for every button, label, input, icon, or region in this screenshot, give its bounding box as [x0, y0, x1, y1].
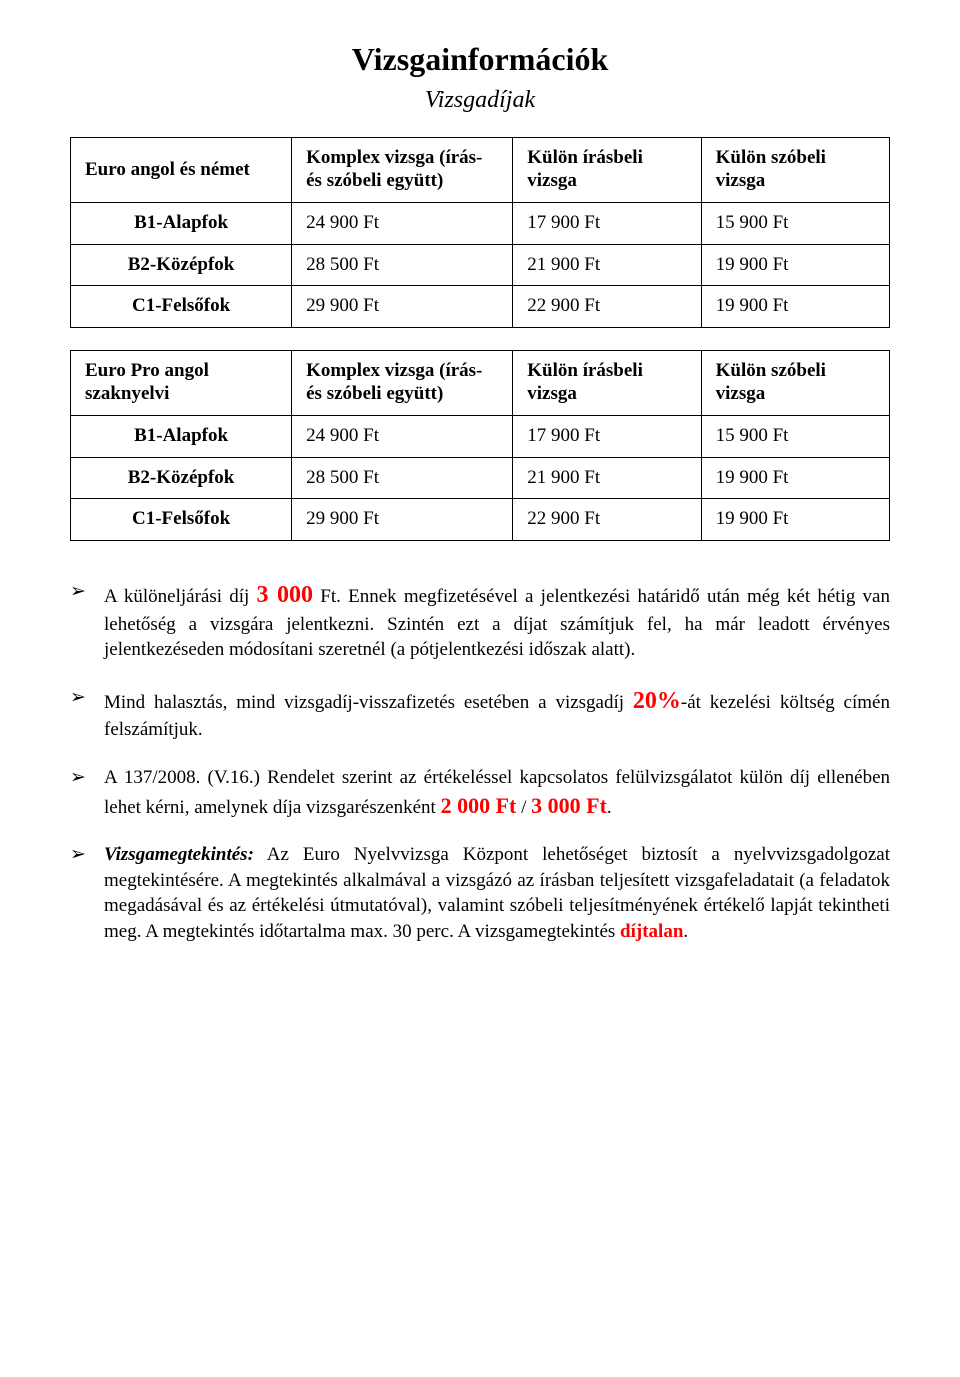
cell: 19 900 Ft: [701, 457, 889, 499]
cell: 24 900 Ft: [292, 415, 513, 457]
row-label: C1-Felsőfok: [71, 499, 292, 541]
free-label: díjtalan: [620, 921, 683, 942]
header-cell: Külön szóbeli vizsga: [701, 138, 889, 203]
fee-amount: 3 000: [257, 582, 313, 608]
bullet-lead: Vizsgamegtekintés:: [104, 844, 254, 865]
cell: 24 900 Ft: [292, 202, 513, 244]
table-row: B2-Középfok 28 500 Ft 21 900 Ft 19 900 F…: [71, 457, 890, 499]
cell: 19 900 Ft: [701, 499, 889, 541]
text-span: /: [516, 797, 531, 818]
cell: 21 900 Ft: [513, 244, 701, 286]
header-cell: Külön írásbeli vizsga: [513, 351, 701, 416]
bullet-item: ➢ A 137/2008. (V.16.) Rendelet szerint a…: [70, 765, 890, 820]
fee-amount: 3 000 Ft: [531, 793, 607, 818]
table-header-row: Euro Pro angol szaknyelvi Komplex vizsga…: [71, 351, 890, 416]
cell: 22 900 Ft: [513, 286, 701, 328]
row-label: B2-Középfok: [71, 457, 292, 499]
bullet-item: ➢ Mind halasztás, mind vizsgadíj-visszaf…: [70, 685, 890, 743]
table-row: B1-Alapfok 24 900 Ft 17 900 Ft 15 900 Ft: [71, 202, 890, 244]
bullet-list: ➢ A különeljárási díj 3 000 Ft. Ennek me…: [70, 579, 890, 945]
chevron-right-icon: ➢: [70, 685, 104, 743]
fee-amount: 2 000 Ft: [441, 793, 517, 818]
cell: 15 900 Ft: [701, 415, 889, 457]
row-label: B1-Alapfok: [71, 415, 292, 457]
header-cell: Külön szóbeli vizsga: [701, 351, 889, 416]
page-subtitle: Vizsgadíjak: [70, 86, 890, 115]
cell: 29 900 Ft: [292, 499, 513, 541]
chevron-right-icon: ➢: [70, 579, 104, 663]
cell: 17 900 Ft: [513, 202, 701, 244]
table-row: C1-Felsőfok 29 900 Ft 22 900 Ft 19 900 F…: [71, 499, 890, 541]
row-label: C1-Felsőfok: [71, 286, 292, 328]
table-row: B1-Alapfok 24 900 Ft 17 900 Ft 15 900 Ft: [71, 415, 890, 457]
text-span: .: [607, 797, 612, 818]
row-label: B1-Alapfok: [71, 202, 292, 244]
cell: 21 900 Ft: [513, 457, 701, 499]
table-row: C1-Felsőfok 29 900 Ft 22 900 Ft 19 900 F…: [71, 286, 890, 328]
cell: 17 900 Ft: [513, 415, 701, 457]
cell: 22 900 Ft: [513, 499, 701, 541]
fees-table-2: Euro Pro angol szaknyelvi Komplex vizsga…: [70, 350, 890, 541]
bullet-item: ➢ Vizsgamegtekintés: Az Euro Nyelvvizsga…: [70, 842, 890, 945]
header-cell: Euro Pro angol szaknyelvi: [71, 351, 292, 416]
text-span: Mind halasztás, mind vizsgadíj-visszafiz…: [104, 692, 633, 713]
text-span: A különeljárási díj: [104, 586, 257, 607]
chevron-right-icon: ➢: [70, 765, 104, 820]
header-cell: Euro angol és német: [71, 138, 292, 203]
row-label: B2-Középfok: [71, 244, 292, 286]
fees-table-1: Euro angol és német Komplex vizsga (írás…: [70, 137, 890, 328]
page-title: Vizsgainformációk: [70, 40, 890, 78]
chevron-right-icon: ➢: [70, 842, 104, 945]
table-row: B2-Középfok 28 500 Ft 21 900 Ft 19 900 F…: [71, 244, 890, 286]
cell: 19 900 Ft: [701, 244, 889, 286]
bullet-text: Mind halasztás, mind vizsgadíj-visszafiz…: [104, 685, 890, 743]
cell: 29 900 Ft: [292, 286, 513, 328]
text-span: .: [683, 921, 688, 942]
bullet-text: Vizsgamegtekintés: Az Euro Nyelvvizsga K…: [104, 842, 890, 945]
header-cell: Külön írásbeli vizsga: [513, 138, 701, 203]
header-cell: Komplex vizsga (írás- és szóbeli együtt): [292, 138, 513, 203]
bullet-text: A különeljárási díj 3 000 Ft. Ennek megf…: [104, 579, 890, 663]
cell: 15 900 Ft: [701, 202, 889, 244]
bullet-text: A 137/2008. (V.16.) Rendelet szerint az …: [104, 765, 890, 820]
cell: 28 500 Ft: [292, 457, 513, 499]
percent-amount: 20%: [633, 688, 681, 714]
cell: 19 900 Ft: [701, 286, 889, 328]
header-cell: Komplex vizsga (írás- és szóbeli együtt): [292, 351, 513, 416]
text-span: Ft.: [313, 586, 341, 607]
table-header-row: Euro angol és német Komplex vizsga (írás…: [71, 138, 890, 203]
cell: 28 500 Ft: [292, 244, 513, 286]
bullet-item: ➢ A különeljárási díj 3 000 Ft. Ennek me…: [70, 579, 890, 663]
